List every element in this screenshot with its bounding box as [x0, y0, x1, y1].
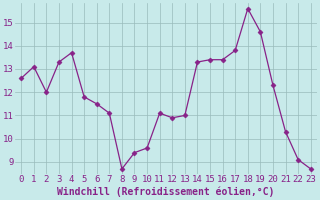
X-axis label: Windchill (Refroidissement éolien,°C): Windchill (Refroidissement éolien,°C)	[57, 187, 275, 197]
